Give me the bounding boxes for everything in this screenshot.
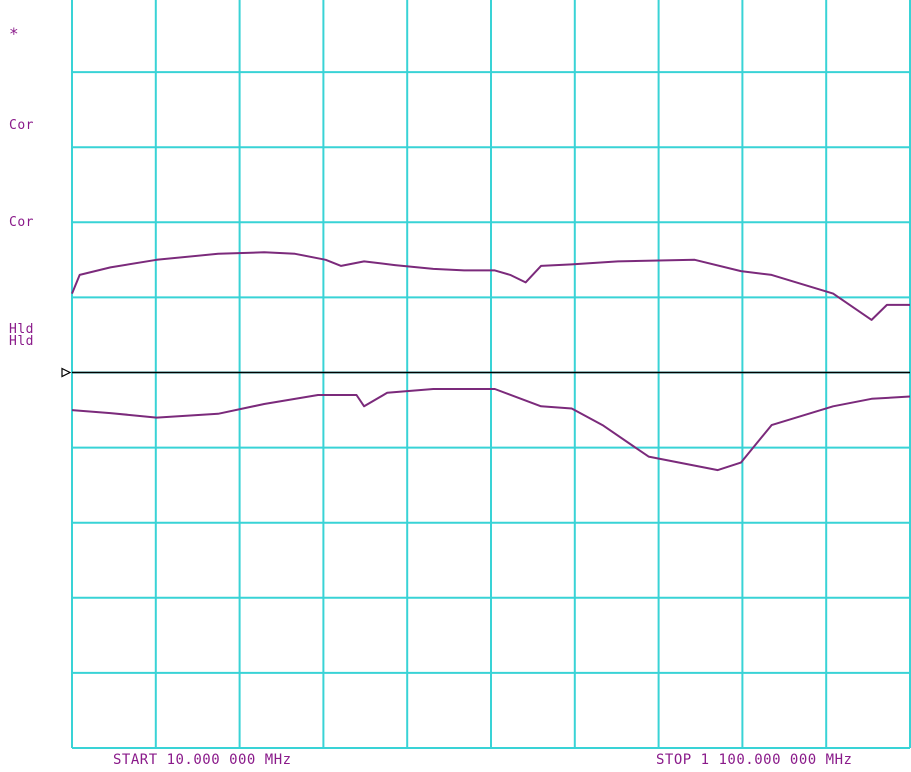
cor-annotation-2: Cor bbox=[9, 215, 34, 230]
reference-triangle bbox=[61, 367, 72, 378]
hld-annotation-2: Hld bbox=[9, 334, 34, 349]
reference-level-marker-icon bbox=[61, 367, 72, 378]
marker-symbol: * bbox=[9, 24, 20, 43]
graticule bbox=[71, 0, 911, 749]
start-frequency-label: START 10.000 000 MHz bbox=[113, 752, 292, 768]
trace-2 bbox=[71, 388, 911, 472]
trace-1 bbox=[71, 251, 910, 321]
hld-annotation-1: Hld bbox=[9, 322, 34, 337]
cor-annotation-1: Cor bbox=[9, 118, 34, 133]
measurement-traces bbox=[71, 251, 911, 472]
stop-frequency-label: STOP 1 100.000 000 MHz bbox=[656, 752, 853, 768]
